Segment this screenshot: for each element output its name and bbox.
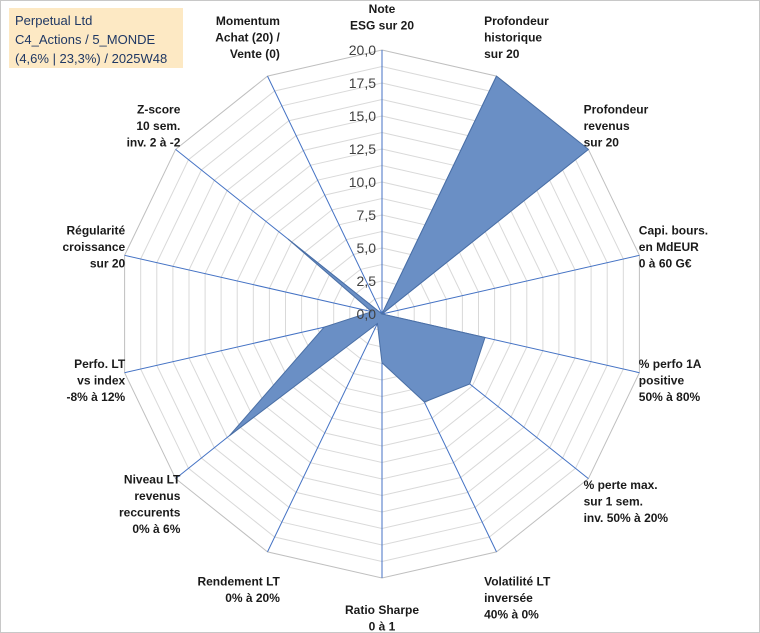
axis-label-line: 10 sem. (136, 119, 180, 133)
radial-axis-line (267, 75, 383, 315)
axis-label-line: Achat (20) / (215, 30, 280, 44)
axis-label: Z-score 10 sem. inv. 2 à -2 (127, 103, 181, 150)
axis-label: Niveau LT revenus reccurents 0% à 6% (119, 473, 181, 537)
tick-label: 20,0 (349, 42, 376, 58)
axis-label-line: ESG sur 20 (350, 19, 414, 33)
axis-label: % perfo 1A positive 50% à 80% (639, 357, 702, 404)
axis-label-line: Niveau LT (124, 473, 181, 487)
axis-label-line: Rendement LT (197, 575, 280, 589)
axis-label-line: Vente (0) (230, 47, 280, 61)
axis-label-line: historique (484, 30, 542, 44)
axis-label: Momentum Achat (20) / Vente (0) (215, 14, 280, 61)
tick-label: 12,5 (349, 141, 376, 157)
axis-label-line: 50% à 80% (639, 390, 701, 404)
axis-label: Régularité croissance sur 20 (62, 223, 125, 270)
axis-label-line: % perte max. (584, 478, 658, 492)
axis-label: Ratio Sharpe 0 à 1 (345, 603, 419, 633)
axis-label-line: sur 20 (584, 136, 620, 150)
axis-label-line: Profondeur (484, 14, 549, 28)
axis-label-line: % perfo 1A (639, 357, 702, 371)
axis-label-line: Profondeur (584, 103, 649, 117)
stats-line: (4,6% | 23,3%) / 2025W48 (15, 51, 168, 66)
axis-label-line: Volatilité LT (484, 575, 551, 589)
company-name: Perpetual Ltd (15, 13, 93, 28)
axis-label: Rendement LT 0% à 20% (197, 575, 280, 606)
axis-label-line: sur 20 (90, 256, 126, 270)
axis-label-line: sur 20 (484, 47, 520, 61)
axis-label-line: vs index (77, 374, 125, 388)
axis-label: Profondeur revenus sur 20 (584, 103, 649, 150)
axis-label: % perte max. sur 1 sem. inv. 50% à 20% (584, 478, 669, 525)
axis-label-line: inversée (484, 591, 533, 605)
axis-label-line: Note (369, 2, 396, 16)
axis-label-line: 0 à 1 (369, 620, 396, 633)
radial-axis-line (381, 254, 640, 315)
axis-label: Perfo. LT vs index -8% à 12% (66, 357, 125, 404)
tick-label: 2,5 (357, 273, 377, 289)
tick-label: 0,0 (357, 306, 377, 322)
data-layer (228, 75, 590, 437)
tick-label: 5,0 (357, 240, 377, 256)
axis-label-line: Momentum (216, 14, 280, 28)
tick-label: 15,0 (349, 108, 376, 124)
info-box: Perpetual Ltd C4_Actions / 5_MONDE (4,6%… (9, 8, 183, 68)
axis-label: Note ESG sur 20 (350, 2, 414, 33)
axis-label-line: inv. 2 à -2 (127, 136, 181, 150)
axis-label-line: reccurents (119, 506, 181, 520)
axis-label-line: 0 à 60 G€ (639, 256, 692, 270)
tick-label: 7,5 (357, 207, 377, 223)
tick-label: 10,0 (349, 174, 376, 190)
axis-label-line: revenus (134, 489, 180, 503)
axis-label-line: -8% à 12% (66, 390, 125, 404)
axis-label: Volatilité LT inversée 40% à 0% (484, 575, 551, 622)
axis-label-line: positive (639, 374, 685, 388)
axis-label: Profondeur historique sur 20 (484, 14, 549, 61)
tick-label: 17,5 (349, 75, 376, 91)
tick-labels-layer: 0,0 2,5 5,0 7,5 10,0 12,5 15,0 17,5 20,0 (349, 42, 376, 322)
series-area (228, 75, 590, 437)
radial-axis-line (267, 313, 383, 553)
axis-label-line: en MdEUR (639, 240, 699, 254)
radial-axis-line (124, 254, 383, 315)
axis-label-line: croissance (62, 240, 125, 254)
category-line: C4_Actions / 5_MONDE (15, 32, 156, 47)
axis-label-line: 40% à 0% (484, 608, 539, 622)
axis-label-line: revenus (584, 119, 630, 133)
axis-label-line: Régularité (67, 223, 126, 237)
axis-label-line: sur 1 sem. (584, 494, 643, 508)
axis-labels-layer: Note ESG sur 20 Profondeur historique sur 20… (62, 2, 708, 633)
axis-label-line: 0% à 6% (132, 522, 180, 536)
axis-label-line: Z-score (137, 103, 181, 117)
axis-label: Capi. bours. en MdEUR 0 à 60 G€ (639, 223, 708, 270)
axis-label-line: Ratio Sharpe (345, 603, 419, 617)
axis-label-line: Capi. bours. (639, 223, 708, 237)
axis-label-line: inv. 50% à 20% (584, 511, 669, 525)
axis-label-line: 0% à 20% (225, 591, 280, 605)
axis-label-line: Perfo. LT (74, 357, 126, 371)
